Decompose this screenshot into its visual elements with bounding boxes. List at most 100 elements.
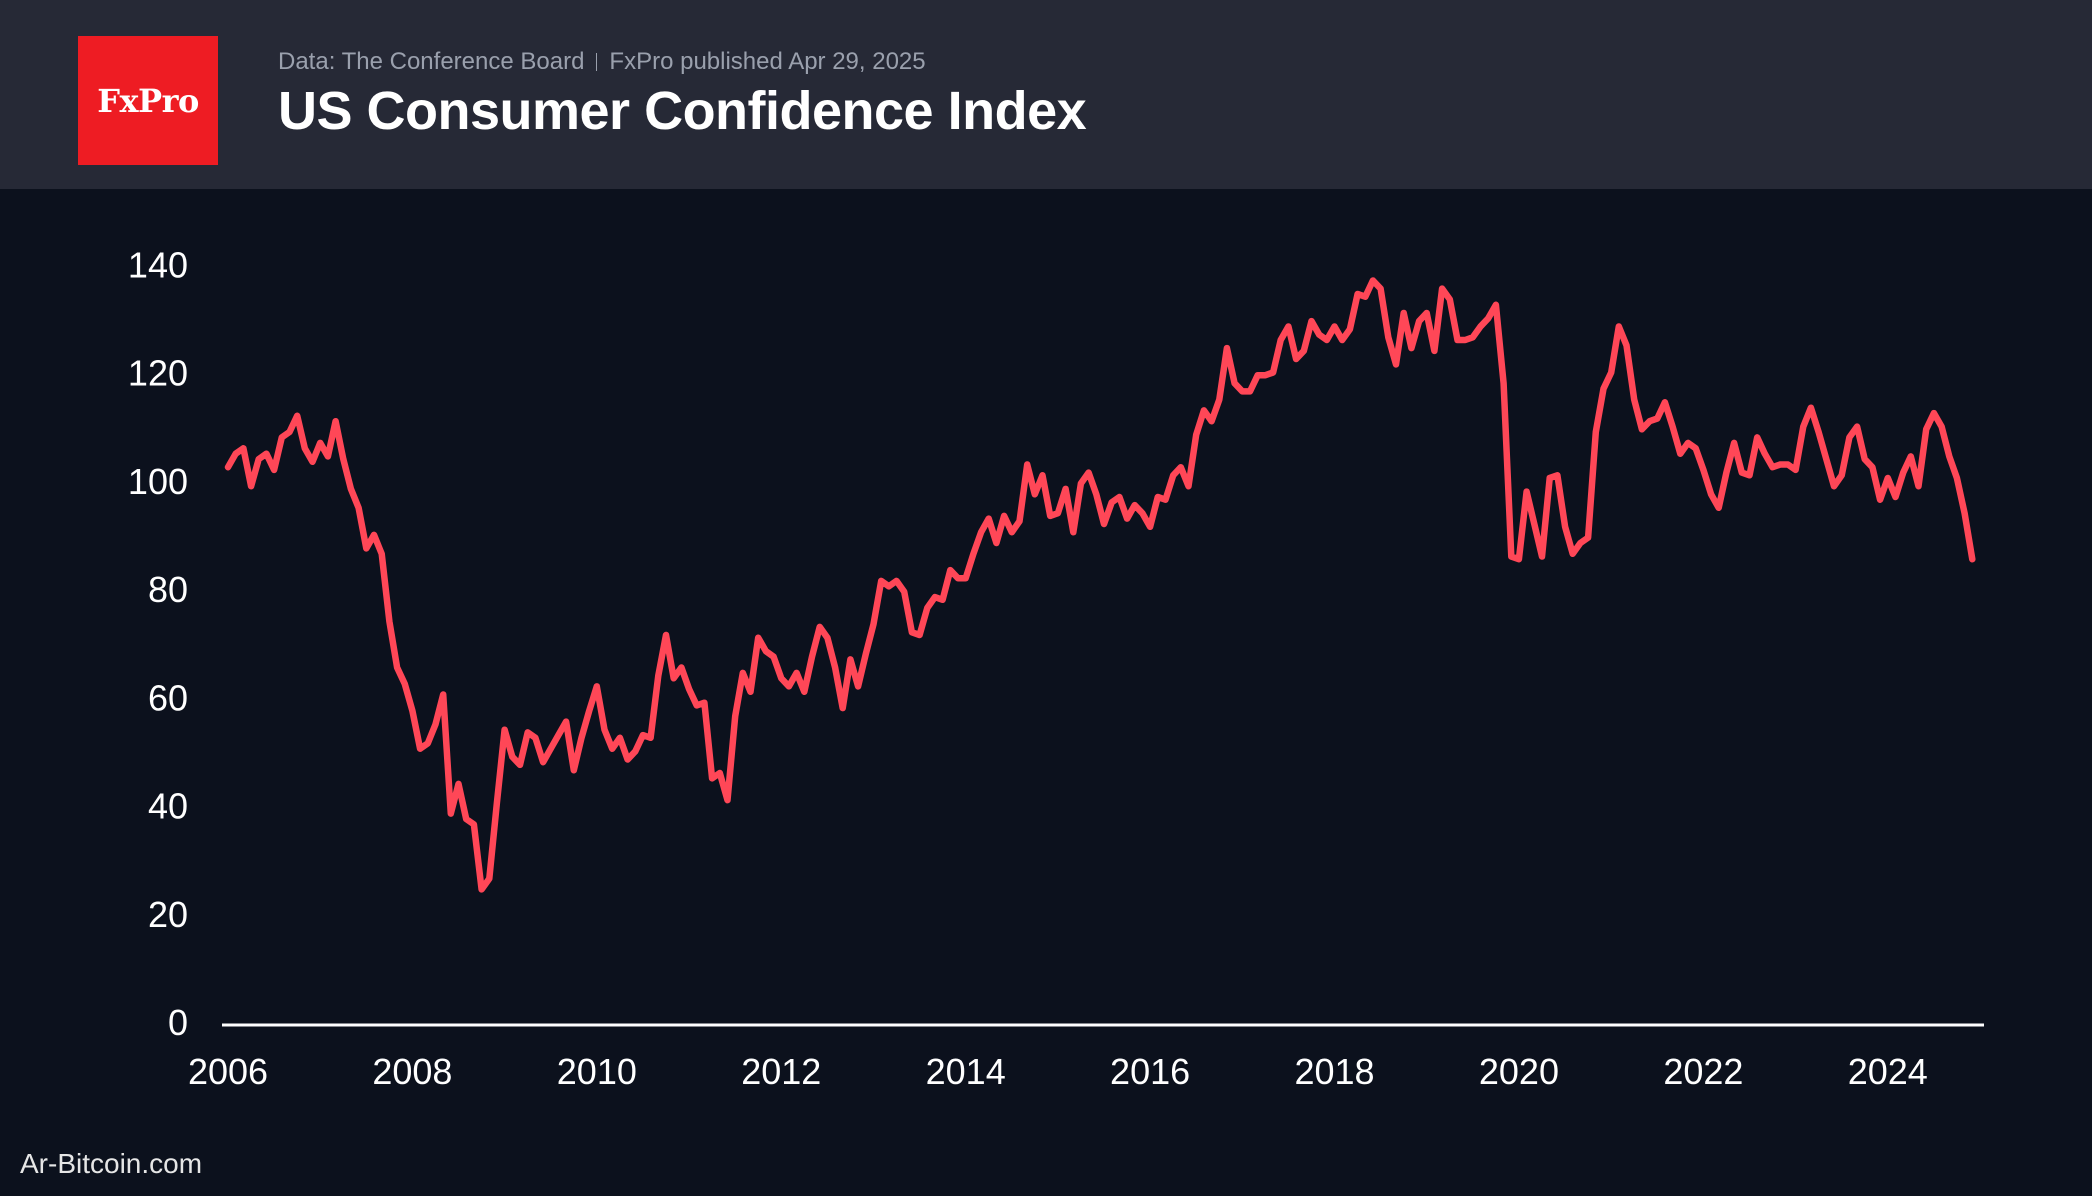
data-point xyxy=(272,467,277,472)
data-point xyxy=(264,451,269,456)
data-point xyxy=(1555,473,1560,478)
data-point xyxy=(771,654,776,659)
data-point xyxy=(1340,338,1345,342)
logo-text: FxPro xyxy=(97,81,199,120)
data-point xyxy=(1832,484,1836,489)
data-point xyxy=(1186,484,1191,489)
data-point xyxy=(1616,324,1621,329)
x-tick-label: 2020 xyxy=(1479,1051,1559,1092)
data-point xyxy=(1540,554,1544,559)
data-point xyxy=(518,762,522,767)
watermark: Ar-Bitcoin.com xyxy=(20,1148,203,1179)
data-point xyxy=(1686,440,1690,445)
data-point xyxy=(1217,397,1222,402)
data-point xyxy=(1224,346,1229,351)
data-point xyxy=(602,727,607,732)
data-point xyxy=(1693,446,1698,451)
data-point xyxy=(1125,516,1130,521)
data-point xyxy=(687,687,692,692)
data-point xyxy=(640,733,645,738)
data-point xyxy=(494,800,499,805)
data-point xyxy=(1524,489,1529,494)
y-tick-label: 80 xyxy=(148,569,188,610)
x-tick-label: 2012 xyxy=(741,1051,821,1092)
data-point xyxy=(1839,473,1844,478)
data-point xyxy=(863,652,868,656)
data-point xyxy=(1355,292,1360,296)
data-point xyxy=(233,451,238,456)
x-tick-label: 2014 xyxy=(926,1051,1006,1092)
data-point xyxy=(894,578,899,583)
x-tick-label: 2008 xyxy=(372,1051,452,1092)
data-point xyxy=(448,811,453,816)
data-point xyxy=(971,551,976,556)
data-point xyxy=(1632,397,1637,402)
data-point xyxy=(1724,470,1729,475)
data-point xyxy=(564,719,569,724)
data-point xyxy=(994,541,999,545)
data-point xyxy=(1132,503,1137,508)
chart-subtitle: Data: The Conference Board FxPro publishe… xyxy=(278,48,926,76)
data-point xyxy=(1048,513,1053,518)
data-point xyxy=(679,665,684,670)
publisher-date: FxPro published Apr 29, 2025 xyxy=(609,48,926,75)
data-point xyxy=(1478,324,1483,329)
data-point xyxy=(1363,294,1368,299)
data-point xyxy=(1301,348,1306,353)
x-tick-label: 2006 xyxy=(188,1051,268,1092)
data-point xyxy=(1816,430,1821,434)
data-point xyxy=(510,754,515,759)
data-point xyxy=(717,771,722,775)
data-point xyxy=(633,749,638,754)
data-point xyxy=(1163,497,1168,502)
data-point xyxy=(1962,511,1967,516)
data-point xyxy=(656,673,661,678)
data-point xyxy=(1063,486,1068,491)
data-point xyxy=(786,684,791,689)
data-point xyxy=(1732,440,1737,445)
data-point xyxy=(1002,513,1007,518)
data-point xyxy=(579,735,584,740)
data-point xyxy=(1778,462,1783,467)
data-point xyxy=(356,505,361,510)
data-point xyxy=(840,706,845,711)
data-point xyxy=(433,722,438,727)
data-point xyxy=(963,576,968,581)
data-point xyxy=(779,676,784,681)
data-point xyxy=(1739,470,1744,475)
data-point xyxy=(1516,557,1521,562)
y-tick-label: 140 xyxy=(128,244,188,285)
data-point xyxy=(333,419,338,424)
data-point xyxy=(1624,343,1629,348)
x-axis-ticks: 2006 2008 2010 2012 2014 2016 2018 2020 2022 2024 xyxy=(188,1051,1928,1092)
data-point xyxy=(1447,297,1452,302)
data-point xyxy=(1017,519,1022,524)
data-point xyxy=(1947,454,1952,459)
data-point xyxy=(364,546,369,551)
data-point xyxy=(1547,476,1552,480)
data-point xyxy=(1286,324,1291,329)
data-point xyxy=(1440,286,1445,291)
data-point xyxy=(1378,286,1383,291)
data-point xyxy=(418,746,423,751)
data-point xyxy=(471,822,476,827)
data-point xyxy=(1032,492,1037,497)
data-point xyxy=(1762,451,1767,456)
data-point xyxy=(295,413,300,418)
data-point xyxy=(733,714,738,719)
data-point xyxy=(833,665,838,670)
data-point xyxy=(1040,473,1045,478)
data-point xyxy=(986,516,991,521)
data-point xyxy=(879,578,884,583)
data-point xyxy=(1309,319,1314,324)
data-point xyxy=(648,735,653,740)
data-point xyxy=(487,876,492,881)
data-point xyxy=(1086,470,1091,475)
data-point xyxy=(725,798,730,803)
data-point xyxy=(1278,338,1283,342)
data-point xyxy=(548,746,553,751)
data-point xyxy=(556,733,561,738)
data-point xyxy=(1055,511,1060,516)
x-tick-label: 2024 xyxy=(1848,1051,1928,1092)
y-tick-label: 0 xyxy=(168,1002,188,1043)
